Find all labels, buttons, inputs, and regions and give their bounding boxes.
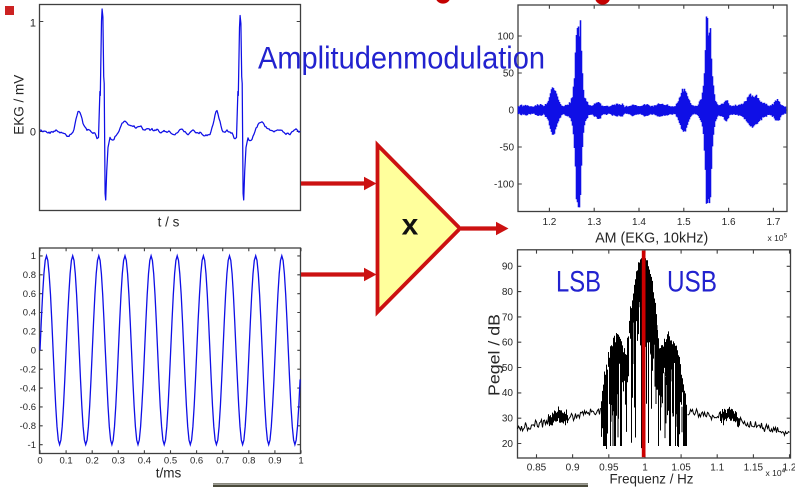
svg-text:1.7: 1.7 <box>766 217 780 228</box>
svg-text:1.4: 1.4 <box>632 217 646 228</box>
svg-text:-0.8: -0.8 <box>20 421 36 432</box>
svg-text:0.3: 0.3 <box>112 456 125 467</box>
svg-text:0.85: 0.85 <box>527 463 547 474</box>
svg-text:40: 40 <box>502 388 514 399</box>
svg-text:1.1: 1.1 <box>710 463 724 474</box>
svg-text:-0.6: -0.6 <box>20 402 36 413</box>
svg-text:t / s: t / s <box>158 215 180 230</box>
svg-text:1.2: 1.2 <box>783 463 795 474</box>
svg-text:-50: -50 <box>500 142 515 153</box>
svg-text:0.6: 0.6 <box>190 456 203 467</box>
svg-text:0.95: 0.95 <box>599 463 619 474</box>
svg-text:1: 1 <box>30 18 36 30</box>
svg-text:t/ms: t/ms <box>156 466 182 481</box>
svg-text:-100: -100 <box>494 179 514 190</box>
svg-text:x 104: x 104 <box>766 468 786 479</box>
svg-text:-0.4: -0.4 <box>20 383 36 394</box>
svg-text:1: 1 <box>298 456 303 467</box>
svg-text:LSB: LSB <box>556 266 601 299</box>
svg-text:1.6: 1.6 <box>722 217 736 228</box>
svg-text:60: 60 <box>502 338 514 349</box>
svg-text:80: 80 <box>502 287 514 298</box>
svg-text:x 105: x 105 <box>768 233 788 244</box>
svg-text:0.1: 0.1 <box>59 456 72 467</box>
svg-text:50: 50 <box>502 363 514 374</box>
svg-text:-1: -1 <box>28 440 36 451</box>
svg-text:30: 30 <box>502 414 514 425</box>
svg-text:1.3: 1.3 <box>587 217 601 228</box>
svg-text:x: x <box>402 209 419 242</box>
svg-text:0: 0 <box>30 127 36 139</box>
svg-text:1: 1 <box>642 463 648 474</box>
svg-text:70: 70 <box>502 312 514 323</box>
svg-text:1.2: 1.2 <box>542 217 556 228</box>
svg-text:AM (EKG, 10kHz): AM (EKG, 10kHz) <box>595 230 708 247</box>
svg-text:0.9: 0.9 <box>566 463 580 474</box>
svg-text:EKG / mV: EKG / mV <box>12 75 27 135</box>
svg-text:1.5: 1.5 <box>677 217 691 228</box>
svg-text:100: 100 <box>497 31 514 42</box>
svg-text:0.4: 0.4 <box>23 308 36 319</box>
svg-text:0.4: 0.4 <box>138 456 151 467</box>
svg-text:20: 20 <box>502 439 514 450</box>
svg-text:0.5: 0.5 <box>164 456 177 467</box>
svg-text:0.9: 0.9 <box>268 456 281 467</box>
svg-text:Pegel / dB: Pegel / dB <box>487 314 504 396</box>
svg-text:1.15: 1.15 <box>744 463 764 474</box>
svg-text:0.6: 0.6 <box>23 289 36 300</box>
svg-text:1.05: 1.05 <box>671 463 691 474</box>
svg-text:Amplitudenmodulation: Amplitudenmodulation <box>258 40 545 76</box>
svg-text:1: 1 <box>31 251 36 262</box>
svg-text:90: 90 <box>502 262 514 273</box>
svg-text:USB: USB <box>667 266 717 299</box>
svg-text:0: 0 <box>31 346 36 357</box>
svg-text:0.2: 0.2 <box>86 456 99 467</box>
svg-text:0.7: 0.7 <box>216 456 229 467</box>
svg-text:0: 0 <box>37 456 42 467</box>
svg-text:Frequenz / Hz: Frequenz / Hz <box>610 471 694 487</box>
svg-text:0.8: 0.8 <box>242 456 255 467</box>
svg-text:0.8: 0.8 <box>23 270 36 281</box>
svg-text:0.2: 0.2 <box>23 327 36 338</box>
svg-text:-0.2: -0.2 <box>20 364 36 375</box>
svg-text:0: 0 <box>508 105 514 116</box>
svg-text:50: 50 <box>503 68 515 79</box>
